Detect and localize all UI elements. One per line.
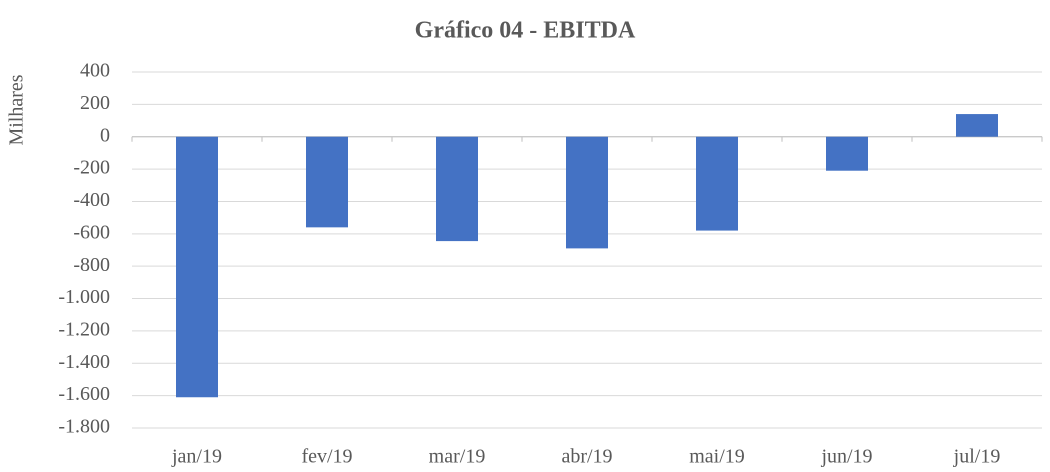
x-tick-label: jun/19	[820, 446, 872, 468]
bar	[436, 136, 478, 242]
x-tick-label: mar/19	[429, 446, 486, 468]
y-tick-label: -1.400	[58, 351, 110, 373]
x-tick-label: abr/19	[561, 446, 612, 468]
y-tick-label: 200	[80, 92, 110, 114]
y-tick-label: -400	[73, 189, 110, 211]
y-tick-label: -1.000	[58, 286, 110, 308]
y-tick-label: 0	[100, 124, 110, 146]
bar	[826, 136, 868, 171]
y-tick-label: -1.600	[58, 383, 110, 405]
chart-title: Gráfico 04 - EBITDA	[415, 18, 636, 44]
y-axis-label: Milhares	[6, 74, 28, 145]
bar	[956, 114, 998, 137]
x-tick-label: fev/19	[301, 446, 352, 468]
bar	[306, 136, 348, 228]
y-tick-label: -800	[73, 254, 110, 276]
x-tick-label: mai/19	[689, 446, 745, 468]
y-tick-label: 400	[80, 60, 110, 82]
y-tick-label: -1.200	[58, 319, 110, 341]
bar	[696, 136, 738, 231]
y-tick-label: -1.800	[58, 416, 110, 438]
bar	[566, 136, 608, 249]
y-tick-label: -600	[73, 221, 110, 243]
x-tick-label: jan/19	[171, 446, 222, 468]
x-tick-label: jul/19	[953, 446, 1001, 468]
y-tick-label: -200	[73, 157, 110, 179]
bar	[176, 136, 218, 398]
